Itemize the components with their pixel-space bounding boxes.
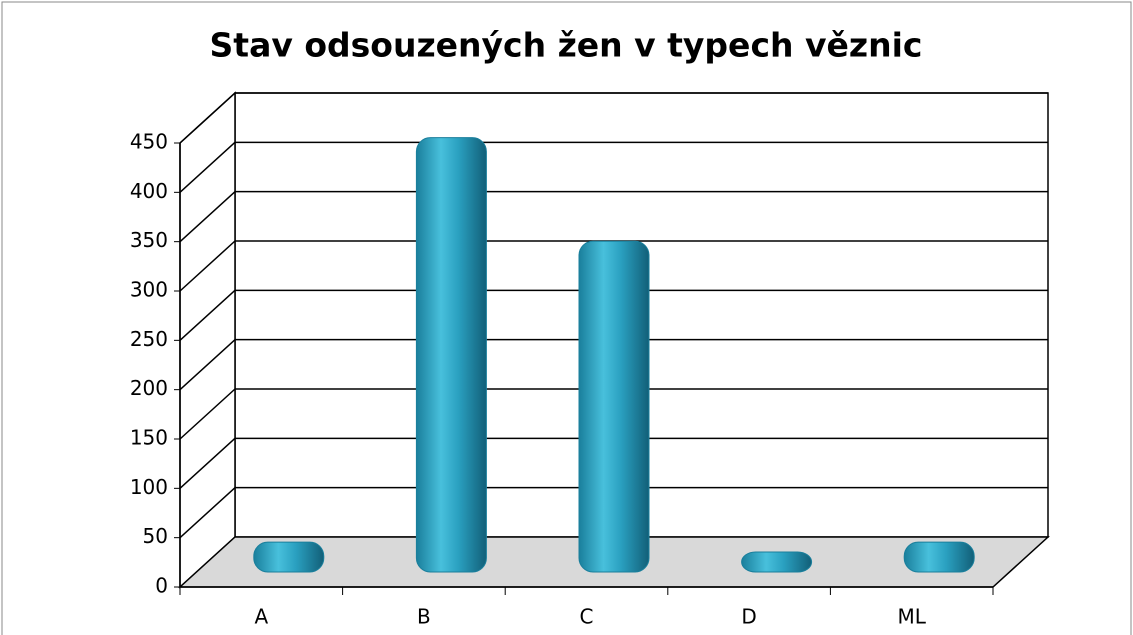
chart-title: Stav odsouzených žen v typech věznic <box>210 26 923 65</box>
x-tick-label: A <box>254 605 268 629</box>
y-tick-label: 350 <box>130 228 168 252</box>
grid-line-side <box>179 437 236 489</box>
bar <box>741 551 813 573</box>
grid-line-side <box>179 191 236 243</box>
bar <box>903 541 975 573</box>
y-tick-label: 300 <box>130 278 168 302</box>
x-tick-label: D <box>741 605 756 629</box>
grid-line-side <box>179 240 236 292</box>
x-tick-label: C <box>580 605 594 629</box>
grid-line-side <box>179 289 236 341</box>
bar <box>578 240 650 573</box>
x-tick-label: B <box>417 605 431 629</box>
y-tick-label: 450 <box>130 130 168 154</box>
y-tick-label: 200 <box>130 376 168 400</box>
y-tick-label: 150 <box>130 426 168 450</box>
y-tick-label: 100 <box>130 475 168 499</box>
grid-line-side <box>179 141 236 193</box>
grid-line-side <box>179 487 236 539</box>
y-tick-label: 50 <box>143 524 168 548</box>
grid-line-side <box>179 388 236 440</box>
grid-line-side <box>179 339 236 391</box>
x-tick-label: ML <box>897 605 926 629</box>
bar <box>415 137 487 573</box>
y-tick-label: 250 <box>130 327 168 351</box>
y-tick-label: 0 <box>155 574 168 598</box>
y-tick-label: 400 <box>130 179 168 203</box>
grid-line-side <box>179 92 236 144</box>
bar <box>253 541 325 573</box>
